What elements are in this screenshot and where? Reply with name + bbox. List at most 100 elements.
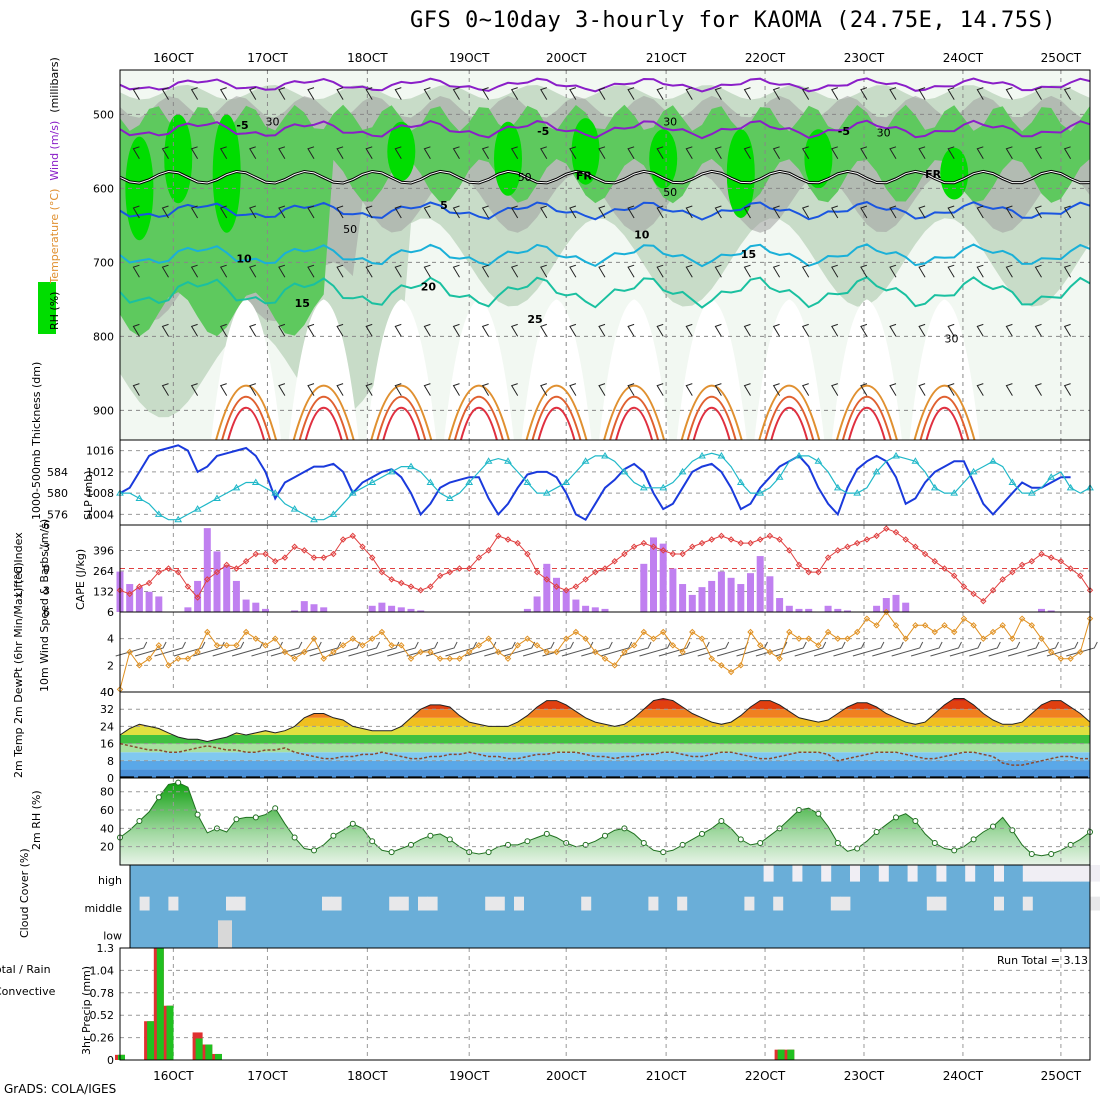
wind-barb xyxy=(860,323,868,337)
warm-contour xyxy=(298,395,349,441)
wind-barb xyxy=(714,323,722,337)
rh-marker xyxy=(815,810,822,817)
wind-barb xyxy=(1066,641,1098,657)
warm-contour xyxy=(292,384,355,441)
lifted-index-marker xyxy=(184,583,192,590)
wind-barb xyxy=(860,264,868,278)
lifted-index-marker xyxy=(126,590,133,598)
thickness-marker xyxy=(348,489,357,496)
lifted-index-marker xyxy=(718,532,725,540)
lifted-index-marker xyxy=(242,558,250,565)
lifted-index-marker xyxy=(863,536,871,543)
date-label-bottom: 23OCT xyxy=(844,1069,885,1083)
cape-bar xyxy=(135,587,143,612)
warm-contour xyxy=(525,384,588,441)
thickness-marker xyxy=(232,483,241,491)
wind-barb xyxy=(714,383,722,396)
cape-bar xyxy=(553,577,560,612)
y-tick-precip: 0.52 xyxy=(90,1009,115,1022)
rh-contour-label: 30 xyxy=(266,116,280,129)
lifted-index-marker xyxy=(805,568,812,576)
lifted-index-marker xyxy=(281,554,289,561)
cloud-level-label: high xyxy=(98,874,122,887)
lifted-index-marker xyxy=(388,576,395,583)
wind-barb xyxy=(976,87,984,100)
wind-barb xyxy=(173,641,206,657)
cape-bar xyxy=(766,576,774,612)
thickness-marker xyxy=(407,462,415,470)
wind-speed-marker xyxy=(708,655,715,662)
rh-contour-label: 30 xyxy=(877,127,891,140)
wind-speed-marker xyxy=(475,642,483,649)
wind-speed-marker xyxy=(242,628,250,636)
rh-marker xyxy=(369,838,376,845)
wind-barb xyxy=(656,205,664,219)
cape-bar xyxy=(824,605,832,612)
lifted-index-marker xyxy=(320,554,327,561)
wind-barb xyxy=(976,264,984,278)
y-tick-lifted: 6 xyxy=(43,606,50,619)
thickness-marker xyxy=(775,473,784,480)
legend-convective: Convective xyxy=(0,985,56,998)
cape-bar xyxy=(698,587,706,612)
temperature-contour-label: 25 xyxy=(527,313,542,326)
wind-speed-marker xyxy=(912,622,919,629)
cape-bar xyxy=(262,608,269,612)
date-label-bottom: 25OCT xyxy=(1041,1069,1082,1083)
wind-speed-marker xyxy=(989,628,997,636)
y-tick-precip: 0.78 xyxy=(90,987,115,1000)
wind-barb xyxy=(772,205,781,219)
wind-barb xyxy=(1063,205,1072,219)
wind-barb xyxy=(510,264,519,278)
wind-barb xyxy=(860,87,868,100)
wind-speed-marker xyxy=(213,642,221,649)
temp-color-band xyxy=(120,717,1090,727)
wind-barb xyxy=(481,205,490,219)
precip-total-bar xyxy=(147,1021,155,1060)
wind-speed-marker xyxy=(553,648,560,656)
wind-barb xyxy=(367,641,400,657)
rh-marker xyxy=(233,816,240,823)
rh-marker xyxy=(388,849,395,856)
cape-bar xyxy=(543,563,551,612)
lifted-index-marker xyxy=(960,583,968,590)
ylabel-wind: 10m Wind Speed & Barbs (m/s) xyxy=(38,519,51,692)
wind-barb xyxy=(307,323,315,337)
wind-barb xyxy=(598,87,606,100)
temperature-contour-label: -5 xyxy=(838,125,850,138)
lifted-index-marker xyxy=(873,532,880,540)
wind-barb xyxy=(685,323,693,337)
cloud-middle-gap xyxy=(322,896,332,911)
precip-total-bar xyxy=(195,1038,203,1060)
wind-barb xyxy=(484,641,516,657)
cape-bar xyxy=(291,610,299,612)
warm-contour xyxy=(770,407,809,441)
date-label-top: 17OCT xyxy=(247,51,288,65)
wind-barb xyxy=(481,146,490,160)
wind-barb xyxy=(685,383,693,396)
wind-speed-marker xyxy=(155,642,163,649)
lifted-index-marker xyxy=(465,565,473,572)
wind-barb xyxy=(918,205,926,219)
wind-barb xyxy=(697,641,730,657)
temperature-contour-label: -5 xyxy=(236,119,248,132)
y-tick-pressure: 900 xyxy=(93,404,114,417)
cape-bar xyxy=(892,594,900,612)
wind-barb xyxy=(918,323,926,337)
lifted-index-marker xyxy=(1018,561,1026,569)
wind-barb xyxy=(569,87,577,100)
lifted-index-marker xyxy=(310,554,318,561)
precip-run-total: Run Total = 3.13 xyxy=(997,954,1088,967)
thickness-marker xyxy=(659,483,668,491)
wind-speed-marker xyxy=(931,628,939,636)
wind-barb xyxy=(423,87,431,100)
wind-barb xyxy=(918,146,926,160)
rh-cell xyxy=(571,118,600,185)
wind-barb xyxy=(1063,146,1072,160)
wind-speed-marker xyxy=(126,648,133,656)
wind-barb xyxy=(278,146,286,160)
wind-speed-marker xyxy=(960,615,968,622)
thickness-marker xyxy=(989,457,997,464)
wind-barb xyxy=(598,383,606,396)
wind-barb xyxy=(219,146,228,160)
